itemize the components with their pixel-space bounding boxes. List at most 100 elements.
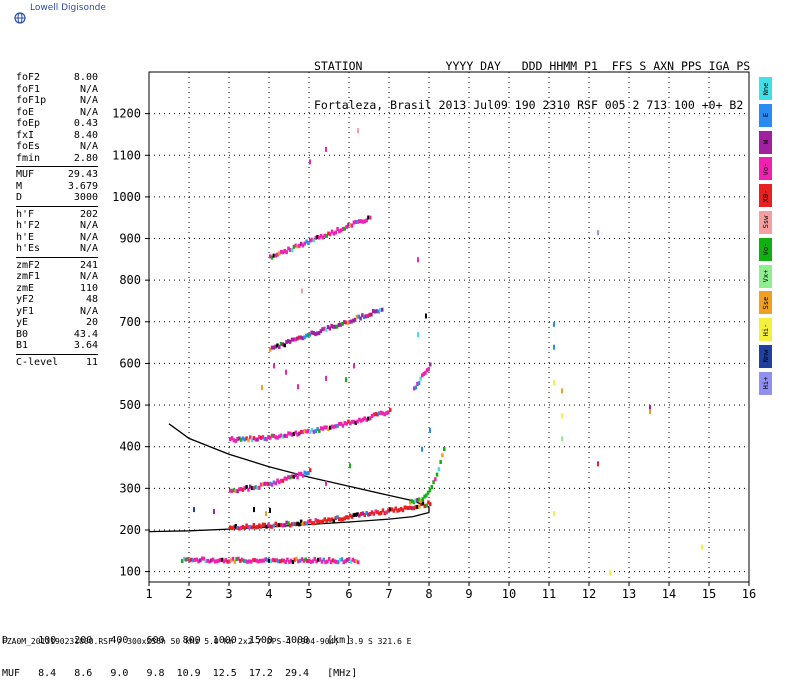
echo-mark [318, 519, 321, 524]
echo-mark [290, 474, 294, 479]
echo-mark [248, 559, 251, 564]
echo-mark [344, 320, 348, 325]
echo-mark [313, 556, 316, 561]
echo-point [193, 507, 195, 513]
echo-mark [298, 243, 301, 248]
echo-mark [327, 231, 330, 236]
legend-swatch: Ssw [759, 210, 772, 234]
param-value: 2.80 [73, 152, 98, 164]
param-key: yE [16, 317, 29, 328]
echo-mark [241, 487, 245, 492]
echo-mark [243, 437, 246, 442]
y-tick-label: 200 [119, 523, 141, 537]
echo-mark [297, 559, 300, 564]
echo-mark [241, 436, 245, 441]
echo-mark [316, 519, 319, 524]
param-value: N/A [79, 141, 98, 152]
echo-mark [208, 559, 211, 564]
echo-mark [318, 235, 321, 240]
echo-mark [303, 428, 306, 433]
echo-mark [428, 488, 432, 493]
x-tick-label: 15 [702, 587, 716, 601]
echo-mark [232, 525, 236, 530]
echo-mark [336, 227, 339, 231]
echo-mark [283, 249, 286, 254]
param-key: h'F [16, 208, 35, 220]
echo-point [421, 446, 423, 452]
y-tick-label: 300 [119, 481, 141, 495]
echo-mark [307, 471, 310, 475]
param-value: 0.43 [73, 118, 98, 129]
echo-mark [376, 412, 379, 417]
echo-mark [316, 331, 319, 336]
echo-mark [429, 362, 432, 367]
echo-mark [365, 218, 368, 223]
echo-mark [296, 244, 299, 249]
x-tick-label: 14 [662, 587, 676, 601]
echo-mark [289, 475, 292, 480]
echo-mark [349, 513, 352, 518]
echo-mark [369, 416, 372, 421]
echo-mark [231, 556, 235, 561]
echo-mark [239, 526, 243, 530]
legend-label: Vo- [761, 162, 770, 176]
echo-mark [414, 498, 417, 503]
echo-mark [229, 437, 232, 442]
echo-mark [434, 477, 437, 482]
echo-mark [341, 321, 344, 326]
echo-mark [263, 522, 266, 527]
param-value: N/A [79, 243, 98, 254]
echo-mark [258, 435, 261, 440]
echo-mark [322, 557, 325, 562]
echo-mark [350, 419, 354, 424]
echo-mark [416, 498, 419, 502]
param-row: h'Es N/A [16, 243, 98, 255]
echo-mark [306, 559, 309, 563]
echo-mark [392, 508, 396, 513]
echo-mark [261, 522, 265, 527]
echo-mark [261, 435, 265, 440]
y-tick-label: 1100 [112, 148, 141, 162]
param-row: h'E N/A [16, 232, 98, 244]
echo-mark [247, 487, 250, 492]
echo-mark [403, 505, 406, 510]
echo-mark [300, 557, 304, 562]
echo-mark [355, 314, 359, 319]
echo-mark [357, 560, 360, 565]
echo-mark [368, 312, 371, 317]
echo-mark [328, 556, 331, 561]
echo-mark [328, 326, 332, 331]
echo-mark [272, 253, 276, 258]
echo-mark [281, 434, 285, 439]
x-tick-label: 16 [742, 587, 756, 601]
echo-mark [202, 556, 206, 561]
echo-mark [294, 522, 297, 527]
echo-mark [349, 421, 352, 426]
echo-mark [343, 421, 346, 426]
echo-mark [418, 504, 421, 509]
echo-mark [301, 473, 305, 478]
echo-mark [334, 516, 337, 521]
echo-mark [350, 514, 354, 519]
echo-mark [283, 476, 286, 481]
echo-mark [285, 250, 288, 255]
echo-mark [358, 513, 361, 518]
echo-mark [188, 558, 191, 563]
echo-mark [292, 431, 296, 436]
legend-label: Sse [761, 296, 770, 310]
echo-mark [299, 241, 303, 246]
echo-mark [239, 487, 243, 491]
y-tick-label: 1000 [112, 190, 141, 204]
x-tick-label: 10 [502, 587, 516, 601]
echo-mark [290, 432, 294, 437]
param-row: foE N/A [16, 107, 98, 119]
echo-mark [334, 230, 337, 235]
echo-mark [285, 520, 288, 525]
echo-mark [288, 559, 291, 564]
echo-mark [199, 558, 202, 563]
echo-mark [326, 325, 330, 329]
echo-mark [319, 426, 323, 431]
echo-mark [204, 559, 208, 564]
param-value: 29.43 [67, 169, 98, 180]
echo-mark [369, 512, 372, 516]
